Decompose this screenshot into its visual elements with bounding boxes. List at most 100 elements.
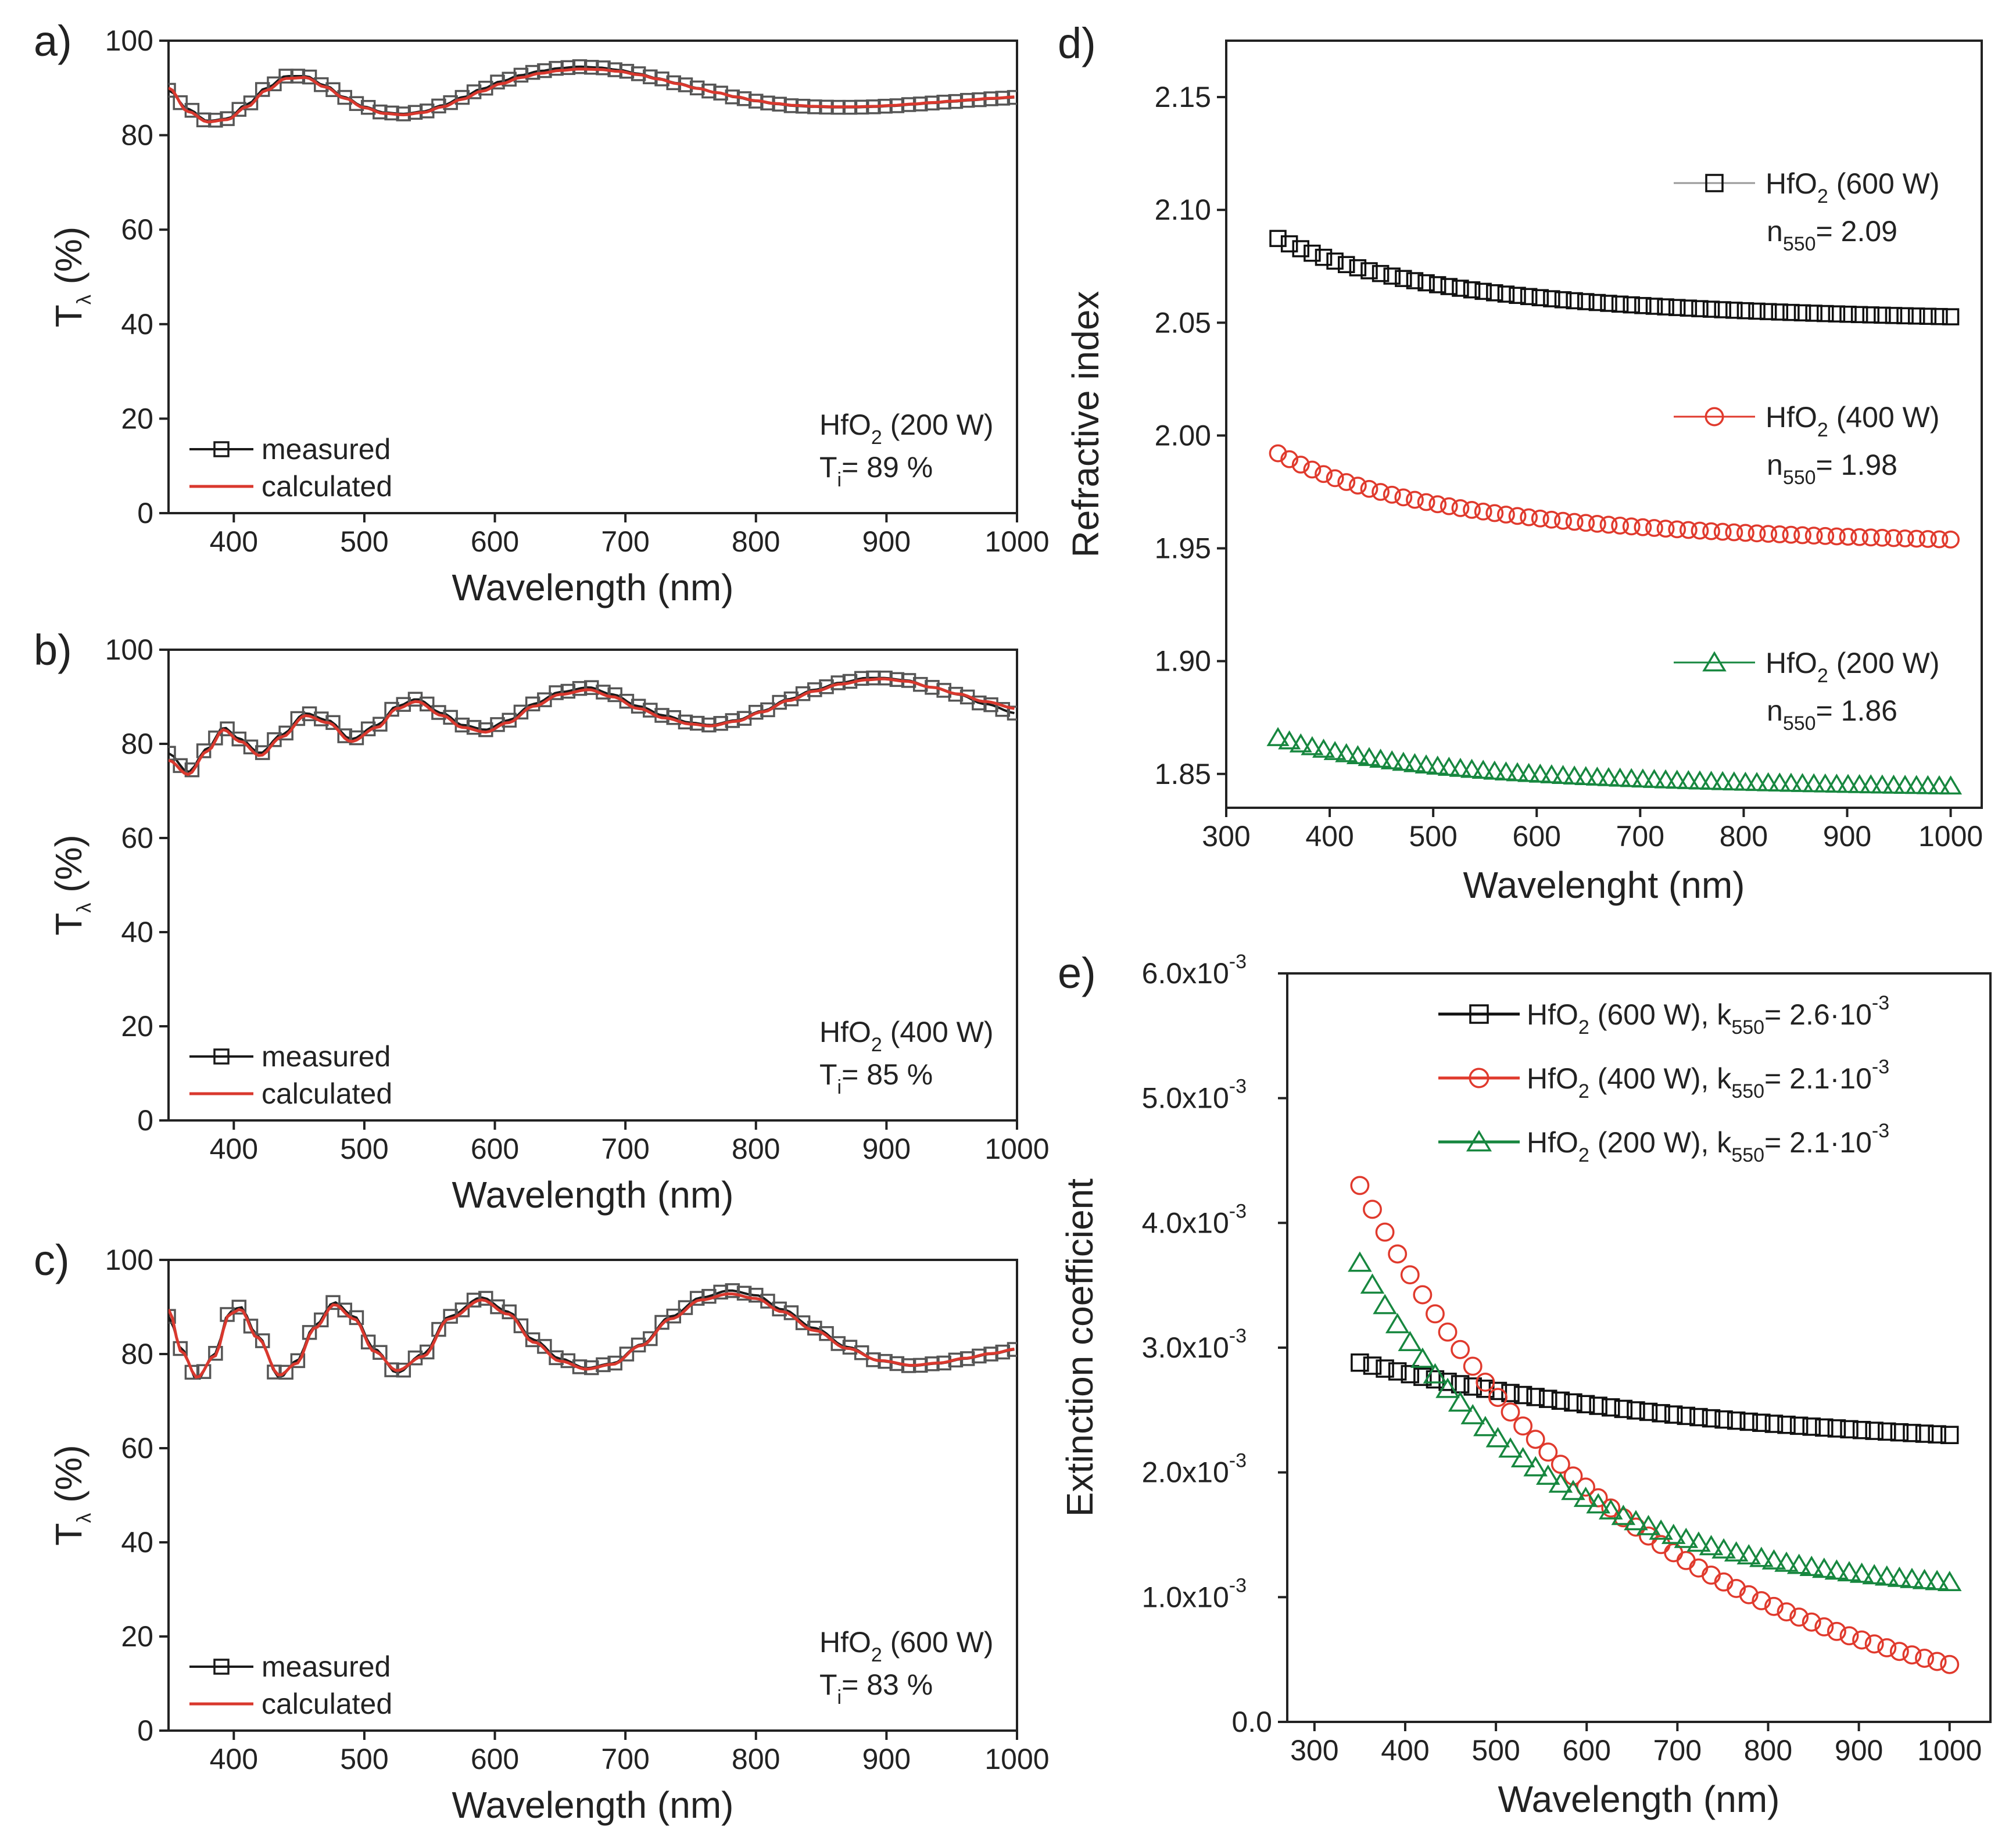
data-point (1799, 1556, 1824, 1576)
data-point (1577, 293, 1595, 310)
y-tick-label: 20 (121, 1620, 153, 1653)
data-point (1564, 1393, 1582, 1412)
data-point (1561, 1480, 1585, 1500)
data-point (1725, 523, 1743, 542)
x-tick-label: 700 (1653, 1734, 1702, 1767)
measured-point (713, 1284, 728, 1300)
data-point (1768, 772, 1791, 792)
data-point (1435, 1377, 1460, 1398)
data-point (1885, 307, 1903, 324)
subscript-text: = 85 % (842, 1058, 933, 1091)
data-point (1426, 755, 1449, 775)
data-point (1460, 758, 1484, 778)
plot-frame (167, 40, 1018, 514)
measured-point (572, 59, 588, 74)
measured-point (169, 1309, 176, 1324)
data-point (1840, 1420, 1859, 1439)
data-point (1700, 771, 1723, 790)
data-point (1551, 1391, 1570, 1410)
data-point (1691, 521, 1709, 540)
subscript-text: = 2.1·10 (1764, 1126, 1872, 1159)
data-point (1679, 521, 1698, 539)
x-tick-label: 600 (471, 1743, 519, 1775)
y-tick-label: 1.85 (1155, 758, 1211, 790)
measured-point (278, 725, 293, 741)
data-point (1622, 517, 1641, 536)
data-point (1463, 1356, 1483, 1376)
label-text: 1.0x10 (1142, 1581, 1229, 1613)
data-point (1451, 1340, 1470, 1359)
n550-label: n550= 2.09 (1767, 215, 1897, 255)
x-tick-label: 700 (1616, 820, 1664, 853)
y-tick-label: 2.15 (1155, 81, 1211, 113)
x-tick-label: 900 (1835, 1734, 1883, 1767)
data-point (1337, 473, 1356, 491)
data-point (1624, 1510, 1648, 1531)
label-text: 2.0x10 (1142, 1456, 1229, 1489)
data-point (1510, 1446, 1535, 1467)
y-tick-label: 1.90 (1155, 645, 1211, 678)
data-point (1543, 290, 1560, 307)
data-point (1348, 477, 1367, 495)
data-point (1915, 1649, 1935, 1668)
measured-point (736, 1285, 752, 1301)
data-point (1878, 1422, 1896, 1441)
data-point (1674, 1527, 1699, 1548)
data-point (1634, 297, 1652, 314)
data-point (1782, 303, 1800, 321)
data-point (1598, 1499, 1623, 1520)
data-point (1400, 1265, 1420, 1285)
y-tick-label: 20 (121, 1010, 153, 1043)
data-point (1497, 285, 1515, 303)
label-text: HfO (1527, 1126, 1578, 1159)
measured-point (678, 1300, 693, 1315)
ti-label: Ti= 83 % (819, 1668, 933, 1709)
measured-point (549, 1350, 564, 1366)
series-1 (1269, 444, 1960, 549)
data-point (1814, 1617, 1834, 1636)
legend-label: HfO2 (600 W) (1766, 167, 1940, 207)
data-point (1323, 741, 1347, 760)
measured-point (302, 706, 317, 722)
measured-point (208, 730, 223, 746)
data-point (1666, 769, 1689, 789)
data-point (1291, 456, 1310, 474)
ti-label: Ti= 89 % (819, 451, 933, 491)
data-point (1528, 763, 1552, 783)
subscript-text: (200 W), k (1589, 1126, 1732, 1159)
data-point (1392, 751, 1415, 771)
measured-point (725, 1283, 740, 1298)
data-point (1488, 1388, 1507, 1408)
data-point (1931, 307, 1948, 325)
measured-point (231, 1299, 247, 1315)
subscript-text: = 2.09 (1816, 215, 1897, 248)
subscript-text: i (837, 469, 842, 491)
data-point (1771, 303, 1789, 321)
data-point (1850, 528, 1869, 546)
n550-label: n550= 1.98 (1767, 449, 1897, 489)
panel-label: c) (34, 1236, 70, 1284)
y-tick-label: 0 (137, 1714, 153, 1747)
data-point (1802, 773, 1825, 793)
measured-point (314, 1312, 329, 1328)
x-tick-label: 600 (1513, 820, 1561, 853)
measured-point (243, 95, 259, 110)
data-point (1930, 530, 1949, 549)
data-point (1887, 1566, 1912, 1587)
subscript-text: 2 (1817, 665, 1828, 687)
data-point (1850, 306, 1868, 324)
data-point (1852, 1421, 1871, 1439)
measured-point (584, 680, 599, 695)
data-point (1375, 1222, 1395, 1242)
data-point (1577, 514, 1595, 532)
data-point (1471, 760, 1495, 779)
measured-point (173, 758, 188, 773)
measured-point (267, 76, 282, 92)
subscript-text: 2 (1578, 1144, 1589, 1166)
subscript-text: λ (73, 295, 95, 305)
data-point (1597, 767, 1620, 786)
y-axis-title: Tλ (%) (48, 227, 95, 327)
data-point (1817, 305, 1834, 323)
data-point (1689, 1558, 1709, 1578)
